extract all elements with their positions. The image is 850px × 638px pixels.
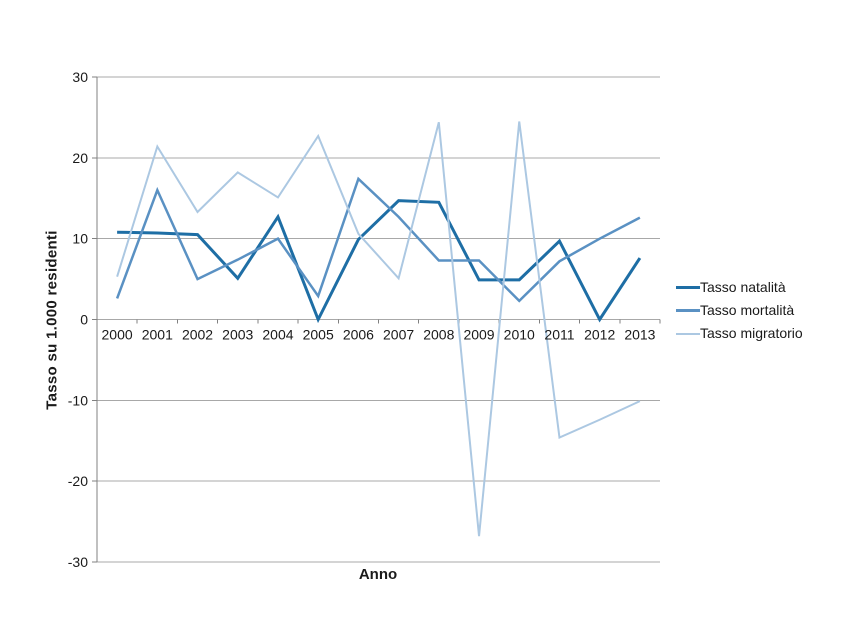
- legend-line-marker-natalita: [676, 286, 700, 289]
- legend: Tasso natalità Tasso mortalità Tasso mig…: [676, 280, 803, 341]
- y-tick-label: 30: [72, 69, 88, 85]
- legend-label-mortalita: Tasso mortalità: [700, 302, 795, 318]
- y-tick-label: -30: [68, 554, 88, 570]
- x-tick-label: 2002: [182, 327, 213, 343]
- y-tick-label: 20: [72, 150, 88, 166]
- legend-line-marker-mortalita: [676, 309, 700, 312]
- legend-item-natalita: Tasso natalità: [676, 280, 803, 295]
- x-tick-label: 2001: [142, 327, 173, 343]
- x-tick-label: 2005: [303, 327, 334, 343]
- x-tick-label: 2013: [624, 327, 655, 343]
- x-tick-label: 2012: [584, 327, 615, 343]
- gridlines: [97, 76, 660, 563]
- x-tick-label: 2007: [383, 327, 414, 343]
- y-axis-title: Tasso su 1.000 residenti: [43, 230, 61, 410]
- x-axis-title: Anno: [358, 566, 398, 583]
- x-tick-label: 2009: [463, 327, 494, 343]
- x-tick-label: 2003: [222, 327, 253, 343]
- x-tick-label: 2000: [102, 327, 133, 343]
- y-tick-label: 10: [72, 231, 88, 247]
- x-tick-label: 2004: [262, 327, 293, 343]
- legend-label-migratorio: Tasso migratorio: [700, 325, 803, 341]
- legend-line-marker-migratorio: [676, 332, 700, 335]
- series-line-1: [115, 176, 641, 303]
- series-line-2: [116, 121, 641, 537]
- x-tick-label: 2008: [423, 327, 454, 343]
- series-lines: [115, 121, 642, 537]
- y-tick-label: -20: [68, 473, 88, 489]
- y-tick-label: 0: [80, 312, 88, 328]
- y-tick-label: -10: [68, 392, 88, 408]
- x-tick-label: 2006: [343, 327, 374, 343]
- legend-label-natalita: Tasso natalità: [700, 279, 786, 295]
- x-tick-label: 2011: [544, 327, 574, 343]
- x-tick-label: 2010: [504, 327, 535, 343]
- legend-item-migratorio: Tasso migratorio: [676, 326, 803, 341]
- series-line-0: [117, 199, 642, 324]
- legend-item-mortalita: Tasso mortalità: [676, 303, 803, 318]
